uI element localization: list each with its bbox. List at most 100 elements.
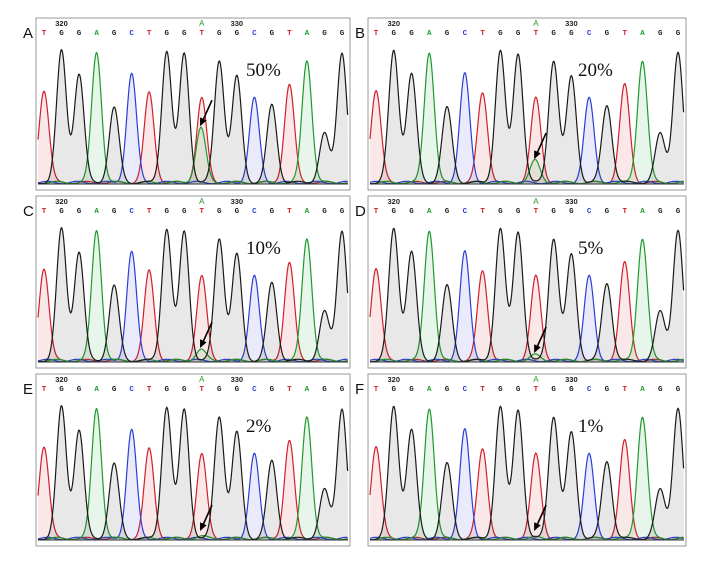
base-call-label: G <box>392 30 397 38</box>
trace-t <box>369 439 684 541</box>
mutation-percentage-label: 20% <box>578 60 613 81</box>
position-label: 320 <box>55 197 68 206</box>
base-call-label: A <box>640 30 645 38</box>
base-call-label: G <box>445 208 450 216</box>
trace-g <box>369 227 685 363</box>
base-call-label: A <box>305 208 310 216</box>
trace-fill <box>370 406 684 540</box>
trace-fill <box>38 49 348 185</box>
base-call-label: G <box>340 208 345 216</box>
base-call-label: G <box>551 208 556 216</box>
position-label: 330 <box>565 19 578 28</box>
base-call-label: T <box>200 30 205 38</box>
variant-marker-label: A <box>199 375 205 384</box>
trace-g <box>37 49 349 185</box>
base-call-label: G <box>498 30 503 38</box>
base-call-label: G <box>217 208 222 216</box>
base-call-label: G <box>270 386 275 394</box>
base-call-label: G <box>270 30 275 38</box>
base-call-label: G <box>217 386 222 394</box>
position-label: 330 <box>231 19 244 28</box>
arrow-icon <box>534 504 547 531</box>
arrow-icon <box>534 132 547 160</box>
base-call-label: G <box>270 208 275 216</box>
base-call-label: C <box>252 30 257 38</box>
variant-marker-label: A <box>199 197 205 206</box>
trace-fill <box>370 53 684 184</box>
base-call-label: G <box>409 208 414 216</box>
panel-letter: D <box>355 203 366 220</box>
base-call-label: G <box>605 208 610 216</box>
base-call-label: T <box>534 386 539 394</box>
base-call-label: G <box>112 30 117 38</box>
base-call-label: T <box>480 208 485 216</box>
trace-fill <box>38 84 348 184</box>
panel-letter: A <box>23 25 33 42</box>
trace-fill <box>38 405 348 540</box>
panel-letter: C <box>23 203 34 220</box>
variant-marker-label: A <box>533 375 539 384</box>
trace-a <box>370 52 684 185</box>
position-label: 330 <box>565 197 578 206</box>
variant-marker-label: A <box>199 19 205 28</box>
base-call-label: A <box>427 386 432 394</box>
base-call-label: C <box>252 208 257 216</box>
base-call-label: G <box>569 30 574 38</box>
base-call-label: A <box>427 30 432 38</box>
base-call-label: G <box>340 386 345 394</box>
base-call-label: C <box>463 386 468 394</box>
mutation-percentage-label: 50% <box>246 60 281 81</box>
base-call-label: G <box>182 208 187 216</box>
base-call-label: T <box>480 30 485 38</box>
base-call-label: T <box>42 208 47 216</box>
base-call-label: G <box>569 208 574 216</box>
position-label: 330 <box>231 375 244 384</box>
base-call-label: C <box>129 386 134 394</box>
base-call-label: G <box>498 386 503 394</box>
trace-a <box>37 229 348 363</box>
base-call-label: T <box>480 386 485 394</box>
base-call-label: G <box>658 386 663 394</box>
base-call-label: T <box>42 386 47 394</box>
base-call-label: G <box>516 208 521 216</box>
base-call-label: T <box>374 208 379 216</box>
panel-letter: F <box>355 381 364 398</box>
base-call-label: G <box>217 30 222 38</box>
trace-t <box>37 261 348 363</box>
base-call-label: G <box>164 386 169 394</box>
base-call-label: T <box>622 30 627 38</box>
trace-fill <box>38 227 348 362</box>
position-label: 320 <box>388 197 401 206</box>
mutation-percentage-label: 2% <box>246 416 272 437</box>
base-call-label: T <box>622 208 627 216</box>
base-call-label: C <box>587 30 592 38</box>
base-call-label: G <box>551 30 556 38</box>
base-call-label: G <box>658 30 663 38</box>
base-call-label: G <box>676 30 681 38</box>
trace-fill <box>370 409 684 540</box>
base-call-label: A <box>94 386 99 394</box>
base-call-label: G <box>235 208 240 216</box>
base-call-label: G <box>182 30 187 38</box>
trace-a <box>37 407 348 541</box>
base-call-label: A <box>305 386 310 394</box>
base-call-label: G <box>322 208 327 216</box>
trace-t <box>369 261 684 363</box>
variant-marker-label: A <box>533 197 539 206</box>
base-call-label: G <box>112 386 117 394</box>
base-call-label: G <box>235 30 240 38</box>
trace-g <box>369 49 685 185</box>
base-call-label: T <box>374 30 379 38</box>
base-call-label: T <box>287 208 292 216</box>
trace-fill <box>370 261 684 362</box>
base-call-label: G <box>409 386 414 394</box>
trace-fill <box>370 439 684 540</box>
base-call-label: A <box>94 208 99 216</box>
trace-fill <box>370 50 684 185</box>
base-call-label: C <box>463 208 468 216</box>
